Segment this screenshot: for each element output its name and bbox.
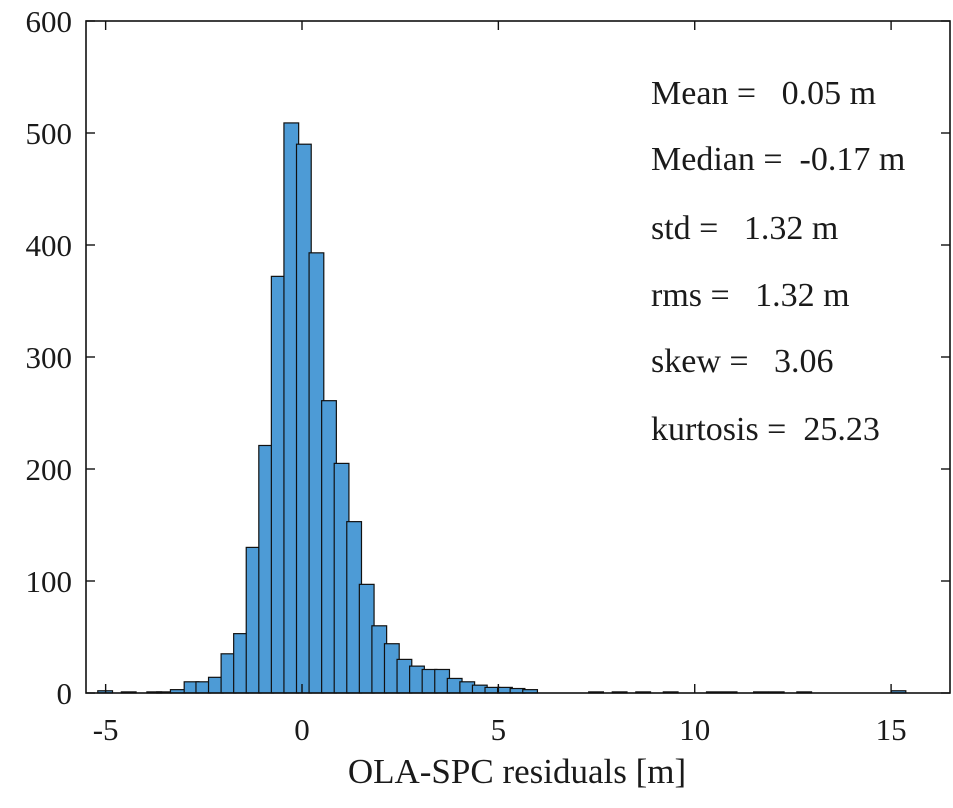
ticks-layer [86, 20, 950, 694]
mean-stat: Mean = 0.05 m [651, 75, 876, 112]
std-stat: std = 1.32 m [651, 210, 838, 247]
kurtosis-stat: kurtosis = 25.23 [651, 411, 880, 448]
y-tick-label-100: 100 [26, 564, 73, 599]
median-stat: Median = -0.17 m [651, 141, 905, 178]
y-tick-label-200: 200 [26, 452, 73, 487]
y-tick-label-600: 600 [26, 4, 73, 39]
x-tick-label-15: 15 [876, 712, 907, 747]
bars-layer [97, 122, 907, 694]
y-tick-label-500: 500 [26, 116, 73, 151]
x-tick-label-0: 0 [294, 712, 310, 747]
x-axis-title: OLA-SPC residuals [m] [348, 752, 686, 791]
y-tick-label-400: 400 [26, 228, 73, 263]
y-tick-label-300: 300 [26, 340, 73, 375]
x-tick-label-5: 5 [491, 712, 507, 747]
stats-annotation-box: Mean = 0.05 m Median = -0.17 m std = 1.3… [651, 75, 905, 448]
tick-labels-layer: 0 100 200 300 400 500 600 -5 0 5 10 15 [26, 4, 907, 747]
x-tick-label-10: 10 [679, 712, 710, 747]
skew-stat: skew = 3.06 [651, 343, 834, 380]
rms-stat: rms = 1.32 m [651, 277, 850, 314]
x-tick-label--5: -5 [93, 712, 119, 747]
y-tick-label-0: 0 [57, 676, 73, 711]
